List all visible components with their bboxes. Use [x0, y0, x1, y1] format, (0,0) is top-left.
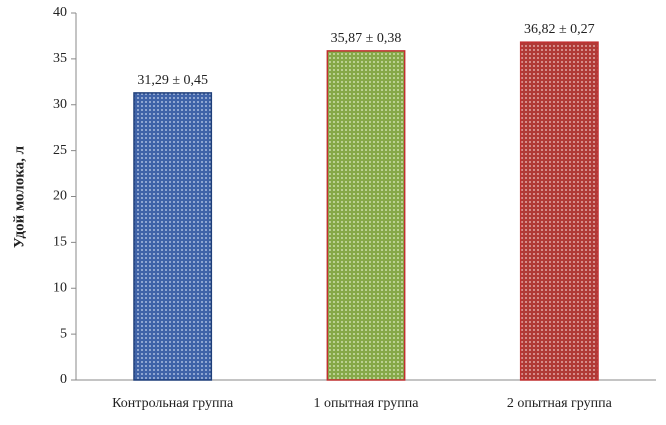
data-label-3: 36,82 ± 0,27 — [524, 22, 595, 37]
data-label-1: 31,29 ± 0,45 — [137, 73, 208, 88]
y-tick-label: 30 — [53, 97, 67, 112]
category-labels: Контрольная группа 1 опытная группа 2 опыт… — [112, 396, 612, 411]
bar-1 — [133, 92, 213, 381]
category-label-2: 1 опытная группа — [314, 396, 420, 411]
y-tick-label: 40 — [53, 5, 67, 20]
data-label-2: 35,87 ± 0,38 — [331, 31, 402, 46]
y-tick-label: 35 — [53, 51, 67, 66]
bars — [133, 41, 599, 381]
category-label-1: Контрольная группа — [112, 396, 234, 411]
category-label-3: 2 опытная группа — [507, 396, 613, 411]
y-tick-label: 0 — [60, 372, 67, 387]
data-labels: 31,29 ± 0,45 35,87 ± 0,38 36,82 ± 0,27 — [137, 22, 594, 88]
y-tick-label: 25 — [53, 143, 67, 158]
bar-3 — [519, 41, 599, 381]
y-axis: 0 5 10 15 20 25 30 35 40 — [53, 5, 77, 387]
y-ticks: 0 5 10 15 20 25 30 35 40 — [53, 5, 76, 387]
y-tick-label: 15 — [53, 235, 67, 250]
y-axis-title: Удой молока, л — [11, 145, 27, 248]
y-tick-label: 20 — [53, 189, 67, 204]
y-tick-label: 5 — [60, 326, 67, 341]
bar-2 — [326, 50, 406, 381]
y-tick-label: 10 — [53, 280, 67, 295]
